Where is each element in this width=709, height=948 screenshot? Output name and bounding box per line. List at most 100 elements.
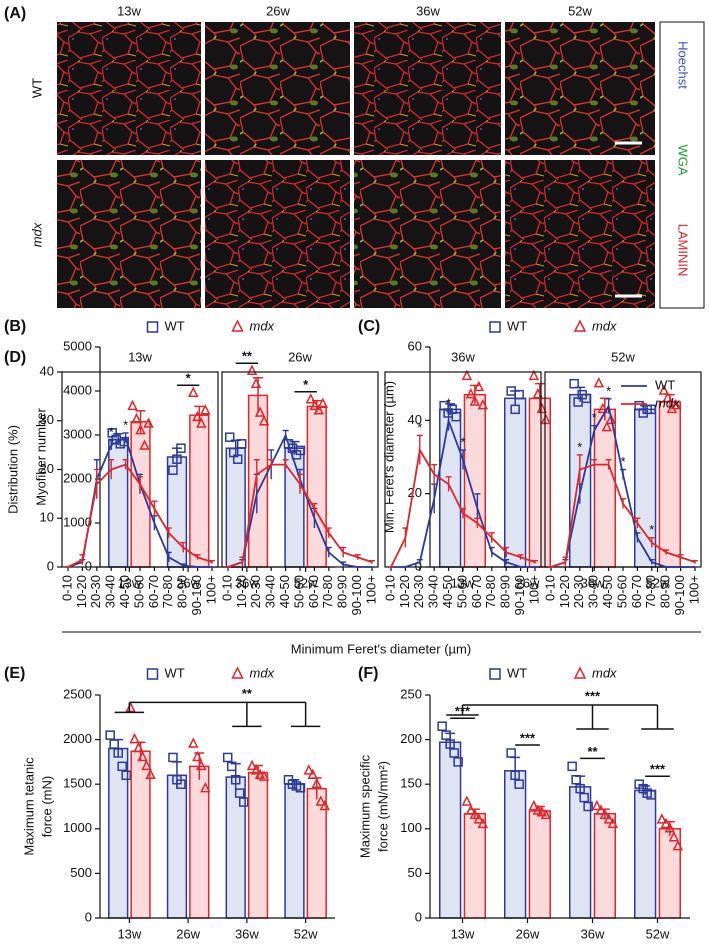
- significance-label: *: [303, 377, 309, 392]
- point: [540, 808, 552, 820]
- x-tick-label: 100+: [203, 575, 218, 604]
- significance-label: *: [186, 371, 192, 386]
- point: [575, 783, 585, 794]
- point: [188, 737, 199, 748]
- row-label: WT: [29, 78, 44, 98]
- bar: [593, 408, 617, 568]
- x-tick-label: 52w: [294, 575, 318, 590]
- y-axis-label: Distribution (%): [5, 425, 20, 514]
- point: [224, 432, 235, 442]
- point: [192, 750, 203, 762]
- point: [449, 748, 459, 758]
- bar: [504, 770, 527, 919]
- point: [196, 759, 207, 771]
- y-axis-label: Min. Feret's diameter (µm): [381, 381, 396, 533]
- legend-label: WT: [165, 665, 185, 680]
- y-tick-label: 5000: [63, 338, 92, 353]
- point: [569, 378, 579, 389]
- x-tick-label: 30-40: [426, 575, 441, 608]
- point: [441, 730, 451, 740]
- point: [599, 808, 611, 820]
- y-tick-label: 250: [400, 686, 422, 701]
- point: [514, 389, 524, 400]
- point: [200, 781, 211, 793]
- x-tick-label: 10-20: [397, 575, 412, 608]
- x-tick-label: 20-30: [411, 575, 426, 608]
- point: [303, 764, 315, 775]
- column-label: 52w: [568, 3, 592, 18]
- point: [489, 668, 501, 680]
- point: [567, 761, 577, 772]
- legend-label: mdx: [592, 318, 617, 333]
- point: [506, 748, 516, 758]
- x-tick-label: 50-60: [454, 575, 469, 608]
- point: [469, 808, 481, 820]
- x-tick-label: 50-60: [614, 575, 629, 608]
- bar: [658, 401, 682, 568]
- point: [232, 454, 243, 464]
- y-tick-label: 4000: [63, 382, 92, 397]
- x-tick-label: 36w: [235, 575, 259, 590]
- y-tick-label: 1000: [63, 514, 92, 529]
- point: [231, 666, 244, 679]
- point: [188, 386, 199, 397]
- x-tick-label: 40-50: [277, 575, 292, 608]
- y-tick-label: 2000: [63, 470, 92, 485]
- micrograph: [57, 160, 201, 308]
- bar: [306, 405, 327, 568]
- x-tick-label: 20-30: [571, 575, 586, 608]
- point: [146, 321, 159, 333]
- x-tick-label: 26w: [176, 575, 200, 590]
- point: [172, 454, 182, 464]
- legend-label: WT: [507, 665, 527, 680]
- line: [391, 417, 535, 568]
- x-tick-label: 13w: [117, 575, 141, 590]
- legend-label: WT: [507, 318, 527, 333]
- annotation: *: [123, 417, 128, 432]
- point: [113, 748, 123, 758]
- point: [236, 439, 247, 449]
- point: [607, 817, 619, 829]
- point: [451, 411, 461, 422]
- y-tick-label: 500: [70, 865, 92, 880]
- bar: [284, 783, 305, 919]
- point: [658, 384, 670, 395]
- x-tick-label: 0-10: [59, 575, 74, 601]
- legend-label: mdx: [250, 665, 275, 680]
- y-tick-label: 3000: [63, 426, 92, 441]
- bar: [504, 397, 527, 568]
- x-tick-label: 26w: [176, 926, 200, 941]
- y-tick-label: 1500: [63, 776, 92, 791]
- point: [135, 423, 146, 435]
- panel-label: (E): [4, 665, 25, 682]
- point: [192, 410, 203, 422]
- point: [139, 439, 150, 450]
- annotation: *: [109, 425, 114, 440]
- annotation: *: [446, 395, 451, 410]
- point: [670, 398, 682, 410]
- x-tick-label: 60-70: [629, 575, 644, 608]
- x-tick-label: 36w: [581, 575, 605, 590]
- legend-label: WT: [165, 318, 185, 333]
- significance-label: ***: [650, 762, 666, 777]
- panel-label: (C): [358, 318, 380, 335]
- panel-label: (F): [358, 665, 378, 682]
- point: [583, 801, 593, 812]
- point: [532, 804, 544, 815]
- x-tick-label: 52w: [294, 926, 318, 941]
- point: [295, 445, 306, 456]
- point: [461, 369, 473, 381]
- x-tick-label: 80-90: [658, 575, 673, 608]
- legend-label: mdx: [250, 318, 275, 333]
- line: [227, 463, 373, 568]
- x-tick-label: 36w: [581, 926, 605, 941]
- x-tick-label: 40-50: [600, 575, 615, 608]
- point: [313, 404, 325, 415]
- micrograph: [57, 22, 201, 155]
- x-tick-label: 30-40: [586, 575, 601, 608]
- point: [601, 420, 613, 432]
- point: [319, 799, 331, 811]
- panel-a: (A) 13w 26w 36w 52w WT mdx Hoechst WGA L…: [4, 3, 705, 309]
- point: [200, 404, 211, 415]
- y-axis-label: Maximum tetanic: [21, 757, 36, 856]
